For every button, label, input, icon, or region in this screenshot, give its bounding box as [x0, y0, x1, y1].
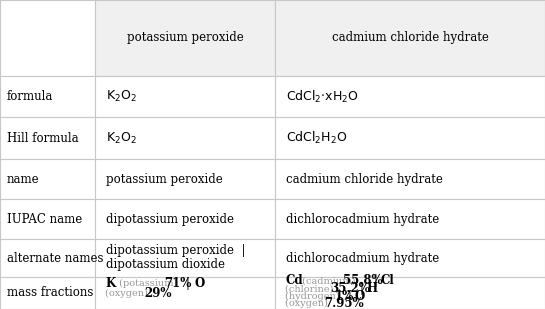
Text: IUPAC name: IUPAC name — [7, 213, 82, 226]
Text: |: | — [360, 282, 364, 295]
Bar — [275, 117, 545, 159]
Text: formula: formula — [7, 90, 53, 103]
Text: dipotassium dioxide: dipotassium dioxide — [106, 258, 225, 271]
Text: $\mathregular{CdCl_2{\cdot}xH_2O}$: $\mathregular{CdCl_2{\cdot}xH_2O}$ — [286, 88, 359, 105]
Bar — [95, 277, 275, 309]
Text: H: H — [367, 282, 378, 295]
Text: (potassium): (potassium) — [116, 279, 180, 288]
Text: alternate names: alternate names — [7, 252, 103, 265]
Text: |: | — [348, 290, 352, 303]
Bar — [275, 76, 545, 117]
Bar — [275, 277, 545, 309]
Text: 35.2%: 35.2% — [330, 282, 370, 295]
Bar — [0, 0, 95, 76]
Text: Hill formula: Hill formula — [7, 132, 78, 145]
Text: $\mathregular{CdCl_2H_2O}$: $\mathregular{CdCl_2H_2O}$ — [286, 130, 348, 146]
Text: O: O — [194, 277, 204, 290]
Text: (oxygen): (oxygen) — [105, 289, 151, 298]
Bar — [95, 76, 275, 117]
Bar — [275, 159, 545, 199]
Text: $\mathregular{K_2O_2}$: $\mathregular{K_2O_2}$ — [106, 131, 137, 146]
Text: 1%: 1% — [334, 290, 353, 303]
Text: 29%: 29% — [144, 287, 172, 300]
Text: dipotassium peroxide: dipotassium peroxide — [106, 213, 234, 226]
Bar — [0, 159, 95, 199]
Text: 7.95%: 7.95% — [324, 297, 364, 309]
Text: K: K — [105, 277, 116, 290]
Text: potassium peroxide: potassium peroxide — [106, 173, 223, 186]
Text: $\mathregular{K_2O_2}$: $\mathregular{K_2O_2}$ — [106, 89, 137, 104]
Text: mass fractions: mass fractions — [7, 286, 93, 299]
Text: O: O — [355, 290, 365, 303]
Bar — [95, 0, 275, 76]
Text: dichlorocadmium hydrate: dichlorocadmium hydrate — [286, 213, 439, 226]
Bar — [275, 199, 545, 239]
Bar — [95, 199, 275, 239]
Text: (cadmium): (cadmium) — [299, 276, 358, 285]
Bar — [0, 239, 95, 277]
Bar — [275, 239, 545, 277]
Bar — [0, 76, 95, 117]
Text: (oxygen): (oxygen) — [285, 299, 331, 308]
Text: (chlorine): (chlorine) — [285, 284, 336, 293]
Bar — [0, 199, 95, 239]
Text: dipotassium peroxide  |: dipotassium peroxide | — [106, 244, 246, 257]
Text: Cl: Cl — [380, 274, 394, 287]
Text: Cd: Cd — [285, 274, 302, 287]
Text: potassium peroxide: potassium peroxide — [127, 31, 244, 44]
Text: cadmium chloride hydrate: cadmium chloride hydrate — [286, 173, 443, 186]
Text: 71%: 71% — [164, 277, 191, 290]
Text: |: | — [186, 277, 190, 290]
Bar — [95, 159, 275, 199]
Text: (hydrogen): (hydrogen) — [285, 292, 343, 301]
Bar — [0, 117, 95, 159]
Bar — [0, 277, 95, 309]
Text: 55.8%: 55.8% — [343, 274, 383, 287]
Text: cadmium chloride hydrate: cadmium chloride hydrate — [332, 31, 488, 44]
Bar — [95, 239, 275, 277]
Text: |: | — [373, 274, 377, 287]
Bar — [95, 117, 275, 159]
Bar — [275, 0, 545, 76]
Text: name: name — [7, 173, 39, 186]
Text: dichlorocadmium hydrate: dichlorocadmium hydrate — [286, 252, 439, 265]
